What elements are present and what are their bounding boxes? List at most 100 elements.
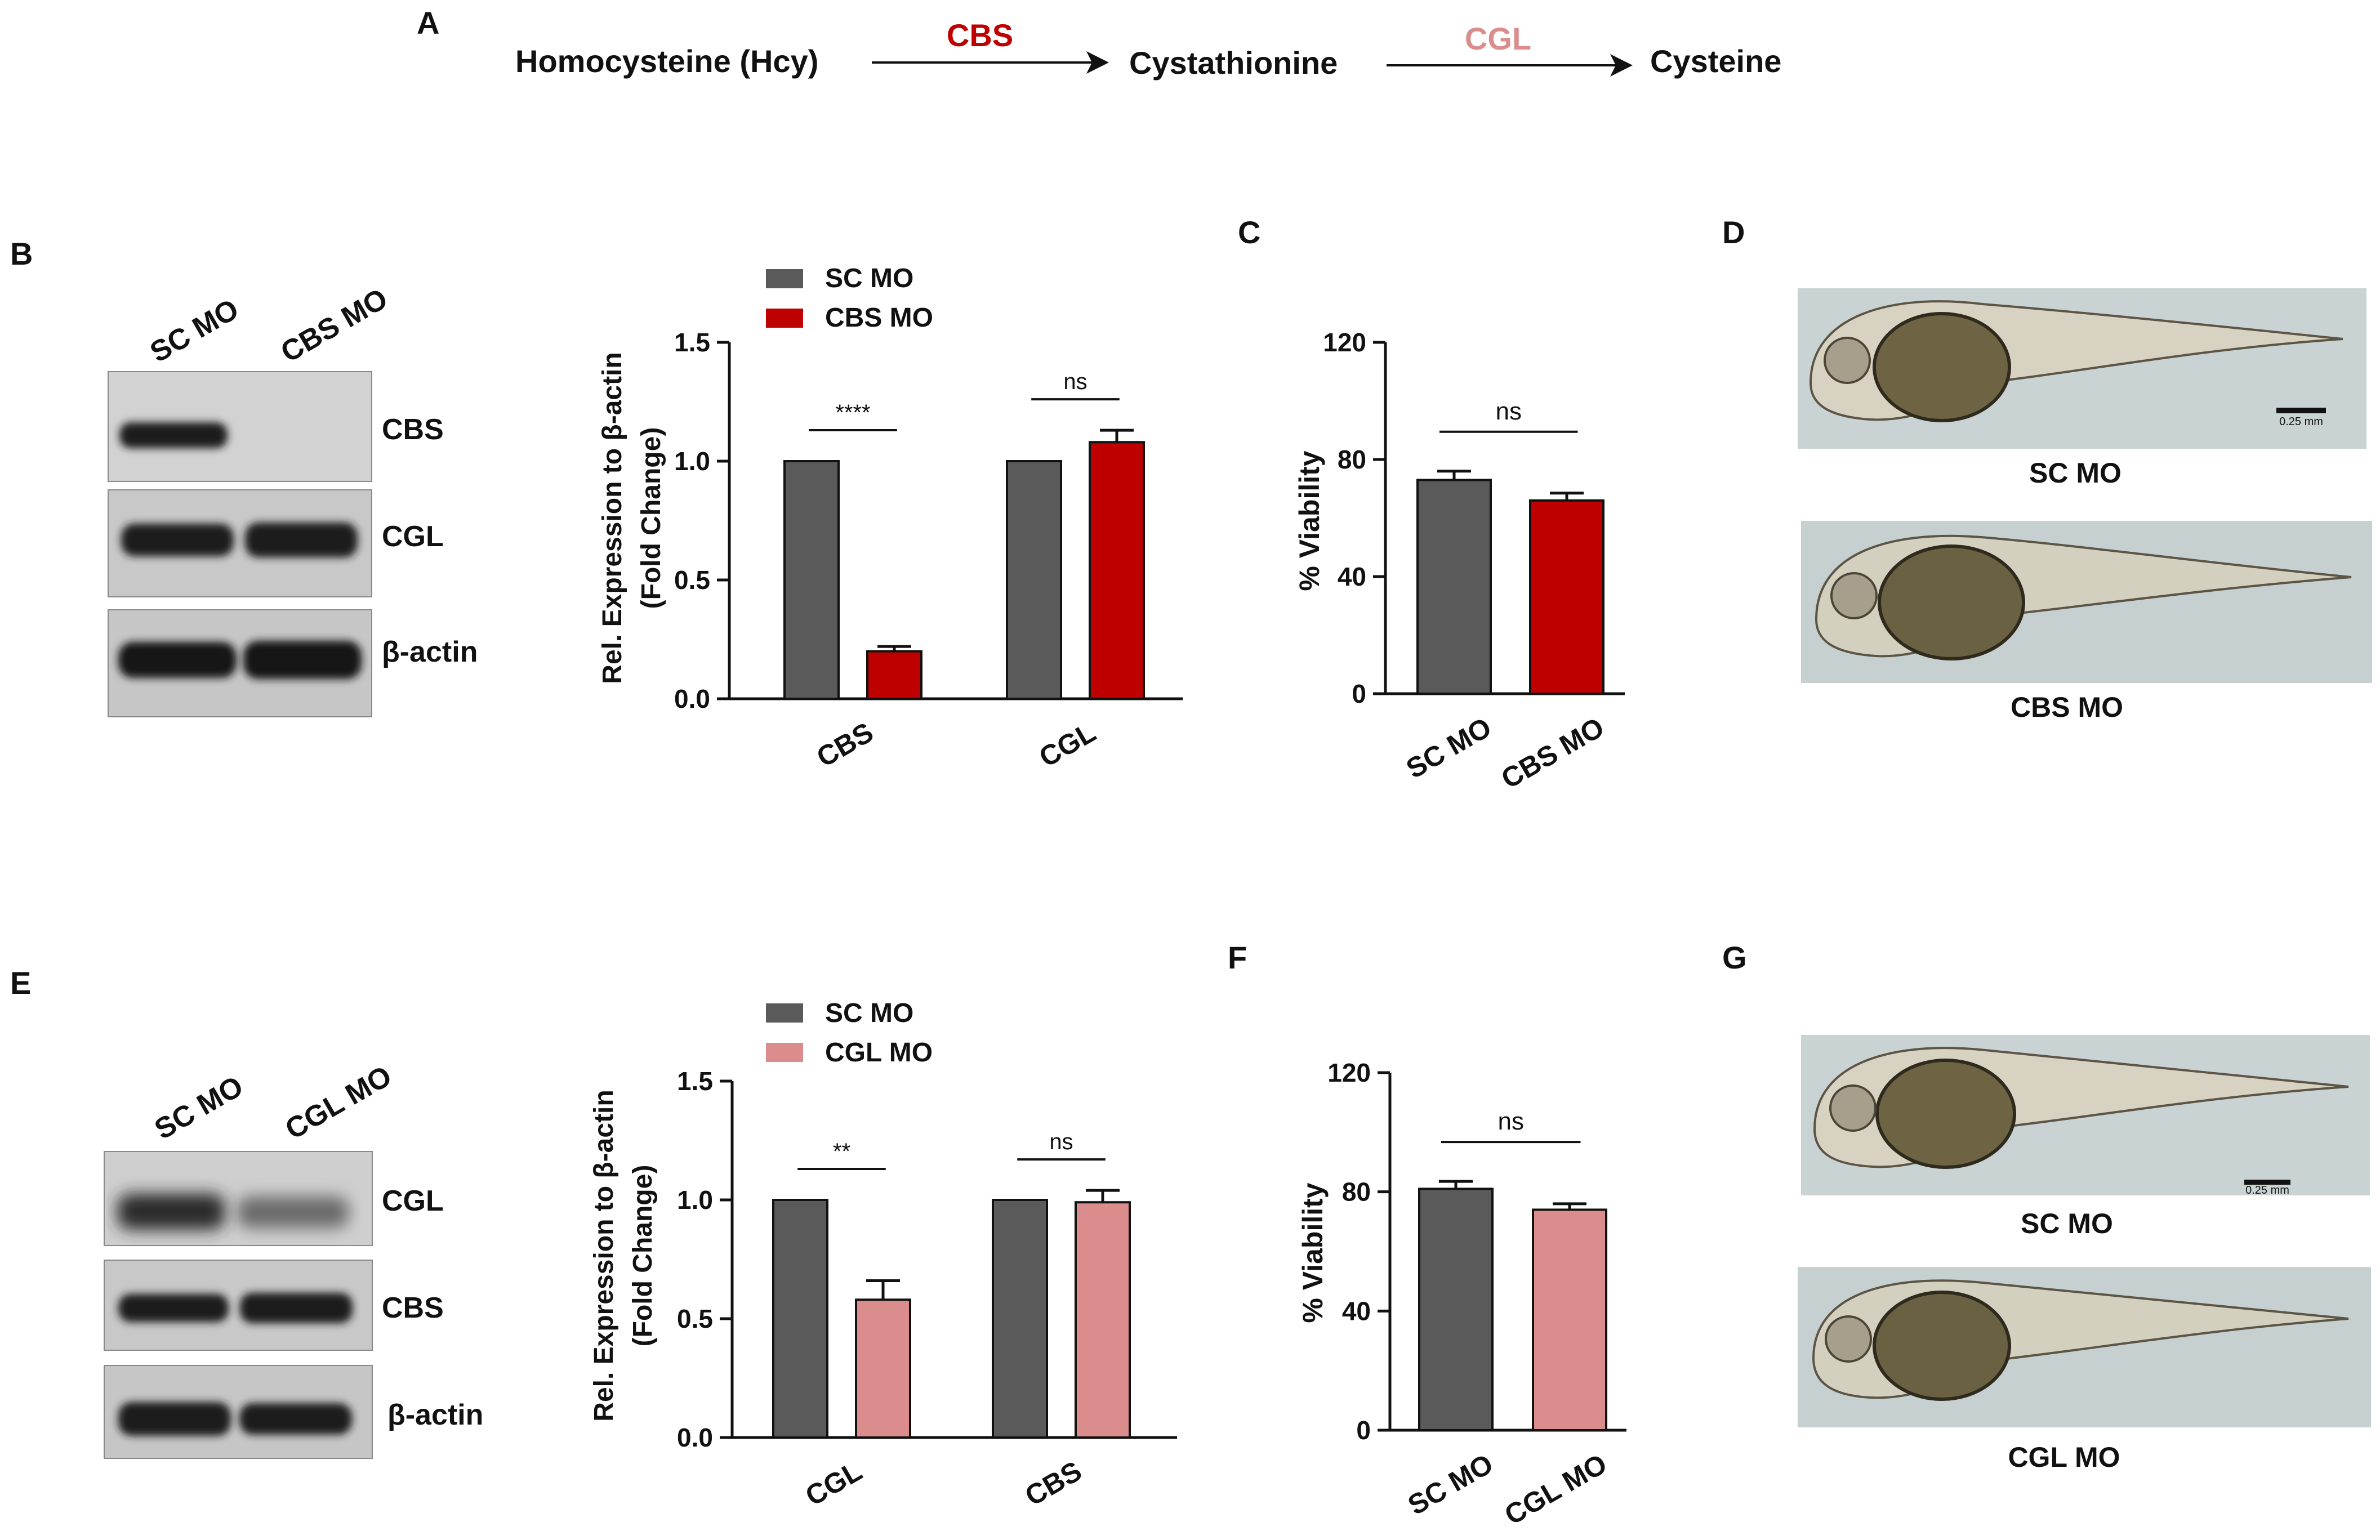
panel-f-letter: F xyxy=(1228,940,1247,975)
y-axis-title: % Viability xyxy=(1294,450,1325,591)
significance-label: ns xyxy=(1498,1108,1524,1135)
significance-label: ns xyxy=(1063,369,1087,394)
x-tick-label: CGL xyxy=(800,1455,867,1512)
embryo-eye xyxy=(1829,1084,1877,1132)
x-tick-label: CBS xyxy=(1020,1455,1087,1512)
panel-a-letter: A xyxy=(417,5,439,41)
panel-b-letter: B xyxy=(10,236,33,271)
legend-swatch-sc xyxy=(766,269,803,288)
legend-swatch-cbs xyxy=(766,309,803,328)
significance-label: **** xyxy=(835,400,870,425)
panel-g-letter: G xyxy=(1722,940,1747,975)
y-tick-label: 80 xyxy=(1338,445,1366,474)
blot-band xyxy=(240,1293,353,1323)
y-axis-title: Rel. Expression to β-actin xyxy=(598,352,627,684)
blot-band xyxy=(243,641,362,679)
bar xyxy=(1529,499,1605,695)
scale-bar-label: 0.25 mm xyxy=(2245,1184,2289,1197)
blot-e-row-label: β-actin xyxy=(387,1399,483,1431)
blot-b-row-label: CBS xyxy=(382,413,444,446)
embryo-image xyxy=(1798,1267,2371,1427)
embryo-caption: CBS MO xyxy=(2011,691,2123,723)
legend-b: SC MO CBS MO xyxy=(766,264,933,333)
y-axis-title: % Viability xyxy=(1297,1182,1329,1323)
embryo-yolk xyxy=(1873,1291,2011,1401)
embryo-eye xyxy=(1830,572,1878,619)
blot-band xyxy=(245,523,358,557)
significance-label: ns xyxy=(1496,398,1522,425)
blot-band xyxy=(119,422,228,448)
blot-e-row-label: CGL xyxy=(382,1185,444,1217)
legend-e: SC MO CGL MO xyxy=(766,998,933,1068)
chart-f-marks: 0 40 80 120 SC MO CGL MO ns xyxy=(1327,1058,1612,1531)
pathway-substrate: Homocysteine (Hcy) xyxy=(515,43,818,79)
embryo-caption: CGL MO xyxy=(2008,1441,2120,1473)
blot-band xyxy=(237,1197,349,1228)
bar xyxy=(1006,460,1062,700)
scale-bar-label: 0.25 mm xyxy=(2279,416,2323,428)
scale-bar xyxy=(2244,1180,2290,1185)
embryo-caption: SC MO xyxy=(2021,1208,2113,1239)
embryo-eye xyxy=(1824,337,1871,384)
embryo-caption: SC MO xyxy=(2029,457,2122,489)
bar xyxy=(1532,1208,1607,1432)
y-tick-label: 0.5 xyxy=(674,565,710,595)
bar xyxy=(1075,1201,1131,1439)
embryo-image: 0.25 mm xyxy=(1801,1035,2370,1197)
significance-label: ns xyxy=(1049,1130,1073,1154)
y-axis-title: Rel. Expression to β-actin xyxy=(589,1090,619,1421)
y-tick-label: 1.5 xyxy=(674,328,710,357)
y-tick-label: 0 xyxy=(1356,1416,1371,1445)
legend-label-cbs: CBS MO xyxy=(825,303,933,333)
y-axis-title-2: (Fold Change) xyxy=(636,427,666,609)
blot-b-row-label: CGL xyxy=(382,520,444,553)
bar xyxy=(1416,479,1492,695)
blot-band xyxy=(118,1294,229,1322)
blot-b-lane-label: CBS MO xyxy=(275,282,393,369)
blot-band xyxy=(121,524,234,556)
pathway-enzyme-cbs: CBS xyxy=(947,17,1013,53)
scale-bar xyxy=(2276,408,2326,413)
y-tick-label: 0 xyxy=(1352,679,1366,708)
y-tick-label: 120 xyxy=(1323,328,1366,357)
embryo-yolk xyxy=(1875,1059,2016,1169)
panel-d: D 0.25 mm SC MO CBS MO xyxy=(1722,215,2372,723)
panel-e-blot: E SC MO CGL MO CGL CBS β-actin xyxy=(10,965,483,1459)
significance-label: ** xyxy=(833,1139,850,1164)
bar xyxy=(783,460,840,700)
panel-f-chart: F % Viability 0 40 80 120 SC MO CGL MO ns xyxy=(1228,940,1626,1531)
y-tick-label: 0.0 xyxy=(674,684,710,713)
legend-swatch-cgl xyxy=(766,1043,803,1062)
panel-b-blot: B SC MO CBS MO CBS CGL β-actin xyxy=(10,236,478,717)
blot-band xyxy=(239,1403,352,1435)
embryo-image: 0.25 mm xyxy=(1798,288,2366,449)
bar xyxy=(855,1298,911,1439)
y-tick-label: 120 xyxy=(1327,1058,1371,1087)
embryo-yolk xyxy=(1878,544,2025,660)
panel-c-letter: C xyxy=(1238,215,1260,250)
blot-b-lane-label: SC MO xyxy=(145,293,244,369)
panel-e-chart: SC MO CGL MO Rel. Expression to β-actin … xyxy=(589,998,1177,1512)
chart-e-marks: 0.0 0.5 1.0 1.5 ** CGL ns CBS xyxy=(677,1066,1131,1512)
x-tick-label: CGL MO xyxy=(1499,1448,1612,1531)
bar xyxy=(772,1199,828,1439)
blot-b-row-label: β-actin xyxy=(382,636,478,668)
embryo-eye xyxy=(1825,1315,1872,1363)
bar xyxy=(866,650,922,700)
pathway-enzyme-cgl: CGL xyxy=(1465,21,1531,56)
x-tick-label: SC MO xyxy=(1401,711,1497,784)
y-tick-label: 1.5 xyxy=(677,1066,713,1096)
panel-b-chart: SC MO CBS MO Rel. Expression to β-actin … xyxy=(598,264,1183,773)
y-tick-label: 1.0 xyxy=(677,1185,713,1215)
y-tick-label: 0.5 xyxy=(677,1304,713,1333)
bar xyxy=(1418,1188,1494,1431)
blot-e-lane-label: CGL MO xyxy=(280,1060,397,1146)
y-axis-title-2: (Fold Change) xyxy=(628,1165,658,1347)
panel-e-letter: E xyxy=(10,965,31,1001)
embryo-yolk xyxy=(1873,312,2011,422)
panel-g: G 0.25 mm SC MO CGL MO xyxy=(1722,940,2371,1473)
embryo-image xyxy=(1801,521,2372,683)
blot-e-lane-label: SC MO xyxy=(149,1070,249,1146)
